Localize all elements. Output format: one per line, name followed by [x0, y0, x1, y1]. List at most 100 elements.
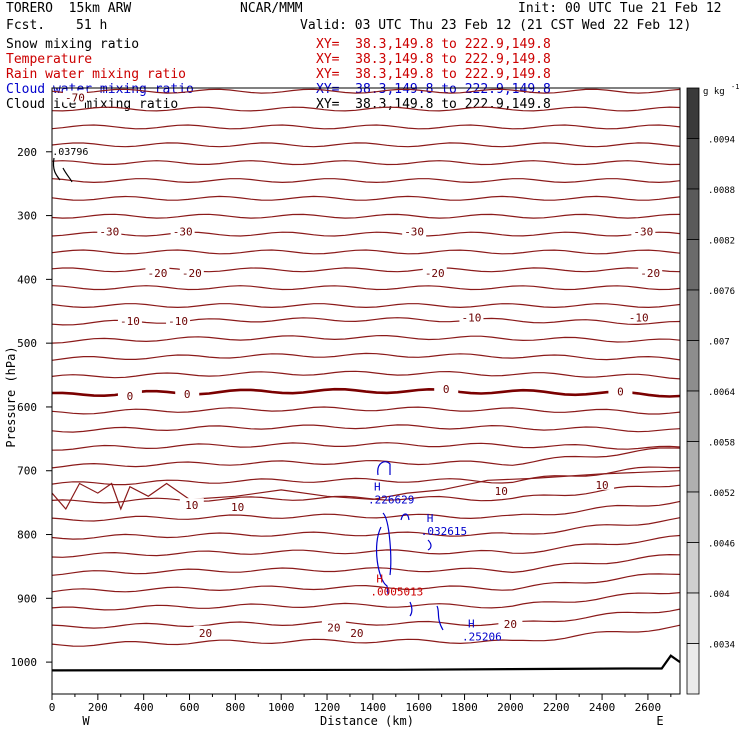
x-tick-label: 800 — [225, 701, 245, 714]
extremum-marker: H — [376, 573, 383, 586]
contour-label-bg — [145, 265, 170, 278]
colorbar-swatch — [686, 340, 700, 392]
colorbar-label: .0058 — [708, 439, 735, 449]
temperature-contours — [51, 88, 681, 672]
isotherm-line — [51, 517, 681, 540]
colorbar-swatch — [686, 87, 700, 139]
axis-ticks: 0 200 400 600 800 1000 1200 1400 1600 1800 2000 220… — [11, 146, 672, 714]
extremum-value: .0005013 — [370, 586, 423, 599]
valid-time: Valid: 03 UTC Thu 23 Feb 12 (21 CST Wed … — [300, 18, 692, 33]
contour-label-bg — [626, 310, 651, 323]
contour-label-bg — [402, 224, 427, 237]
isotherm-line — [51, 624, 681, 647]
isotherm-line — [51, 231, 681, 237]
colorbar-swatch — [686, 138, 700, 190]
y-tick-label: 600 — [17, 401, 37, 414]
colorbar-label: .0082 — [708, 237, 735, 247]
field-name-rain: Rain water mixing ratio — [6, 67, 187, 82]
isotherm-line — [51, 370, 681, 380]
contour-label-bg — [97, 224, 122, 237]
contour-label: 10 — [185, 499, 198, 512]
contour-label-bg — [193, 625, 218, 638]
cloud-water-contour — [377, 461, 391, 476]
snow-contour — [52, 157, 61, 181]
isotherm-line — [51, 500, 681, 522]
isotherm-line — [51, 608, 681, 629]
isotherm-line — [51, 387, 681, 398]
field-xy-temperature: XY= 38.3,149.8 to 222.9,149.8 — [316, 52, 551, 67]
contour-label-bg — [590, 477, 615, 490]
colorbar: .0094 .0088 .0082 .0076 .007 .0064 .0058 .0052.… — [686, 83, 739, 695]
colorbar-swatch — [686, 188, 700, 240]
extremum-value: .032615 — [421, 525, 467, 538]
colorbar-swatch — [686, 390, 700, 442]
isotherm-line — [51, 142, 681, 148]
contour-label: 0 — [617, 386, 624, 399]
contour-label: 10 — [595, 479, 608, 492]
colorbar-swatch — [686, 643, 700, 695]
extremum-marker: H — [468, 617, 475, 630]
contour-label-bg — [179, 265, 204, 278]
x-axis-label: Distance (km) — [320, 714, 414, 728]
colorbar-label: .0094 — [708, 136, 735, 146]
contour-label: 0 — [127, 390, 134, 403]
extremum-marker: H — [427, 512, 434, 525]
contour-label: -20 — [640, 267, 660, 280]
isotherm-line — [51, 213, 681, 219]
contour-label: -20 — [147, 267, 167, 280]
isotherm-line — [51, 470, 681, 511]
y-tick-label: 400 — [17, 273, 37, 286]
contour-label: -30 — [633, 226, 653, 239]
x-tick-label: 200 — [88, 701, 108, 714]
extremum-value: .226629 — [368, 493, 414, 506]
contour-label-bg — [608, 384, 633, 397]
plot-border — [51, 87, 681, 695]
isotherm-line — [51, 160, 681, 166]
field-xy-rain: XY= 38.3,149.8 to 222.9,149.8 — [316, 67, 551, 82]
init-time: Init: 00 UTC Tue 21 Feb 12 — [518, 1, 722, 16]
colorbar-swatch — [686, 592, 700, 644]
isotherm-line — [51, 88, 681, 94]
contour-labels: -70 -30 -30 -30 -30 -20 -20 -20 -20 -10 -10 -10 -10 0… — [52, 90, 663, 640]
contour-label-bg — [434, 382, 459, 395]
contour-label-bg — [166, 313, 191, 326]
terrain-line — [51, 654, 681, 672]
colorbar-swatch — [686, 289, 700, 341]
colorbar-unit: g kg — [703, 87, 725, 97]
isotherm-line — [51, 442, 681, 451]
colorbar-swatch — [686, 441, 700, 493]
contour-label-bg — [175, 387, 200, 400]
x-tick-label: 0 — [49, 701, 56, 714]
isotherm-line — [51, 334, 681, 344]
contour-label: 10 — [495, 485, 508, 498]
isotherm-line — [51, 553, 681, 576]
forecast-label: Fcst. — [6, 18, 46, 33]
colorbar-swatch — [686, 239, 700, 291]
isotherm-line — [51, 484, 681, 504]
contour-label: -20 — [182, 267, 202, 280]
y-tick-label: 500 — [17, 337, 37, 350]
isotherm-line — [51, 573, 681, 593]
isotherm-line — [51, 352, 681, 361]
organization: NCAR/MMM — [240, 1, 303, 16]
contour-label-bg — [179, 498, 204, 511]
contour-label: -10 — [120, 315, 140, 328]
isotherm-line — [51, 447, 681, 469]
cloud-water-contour — [375, 526, 389, 595]
colorbar-label: .0046 — [708, 540, 735, 550]
extremum-marker: H — [374, 480, 381, 493]
contour-label-bg — [422, 265, 447, 278]
y-tick-label: 300 — [17, 210, 37, 223]
contour-label-bg — [459, 310, 484, 323]
forecast-hour: 51 h — [76, 18, 108, 33]
contour-label: -10 — [629, 312, 649, 325]
field-name-snow: Snow mixing ratio — [6, 37, 140, 52]
colorbar-label: .0034 — [708, 641, 735, 651]
contour-label: 20 — [504, 618, 517, 631]
y-axis-label: Pressure (hPa) — [4, 346, 18, 447]
isotherm-line — [51, 303, 681, 309]
contour-label: -30 — [173, 226, 193, 239]
contour-label: -30 — [99, 226, 119, 239]
isotherm-line — [51, 106, 681, 112]
x-tick-label: 1800 — [451, 701, 478, 714]
